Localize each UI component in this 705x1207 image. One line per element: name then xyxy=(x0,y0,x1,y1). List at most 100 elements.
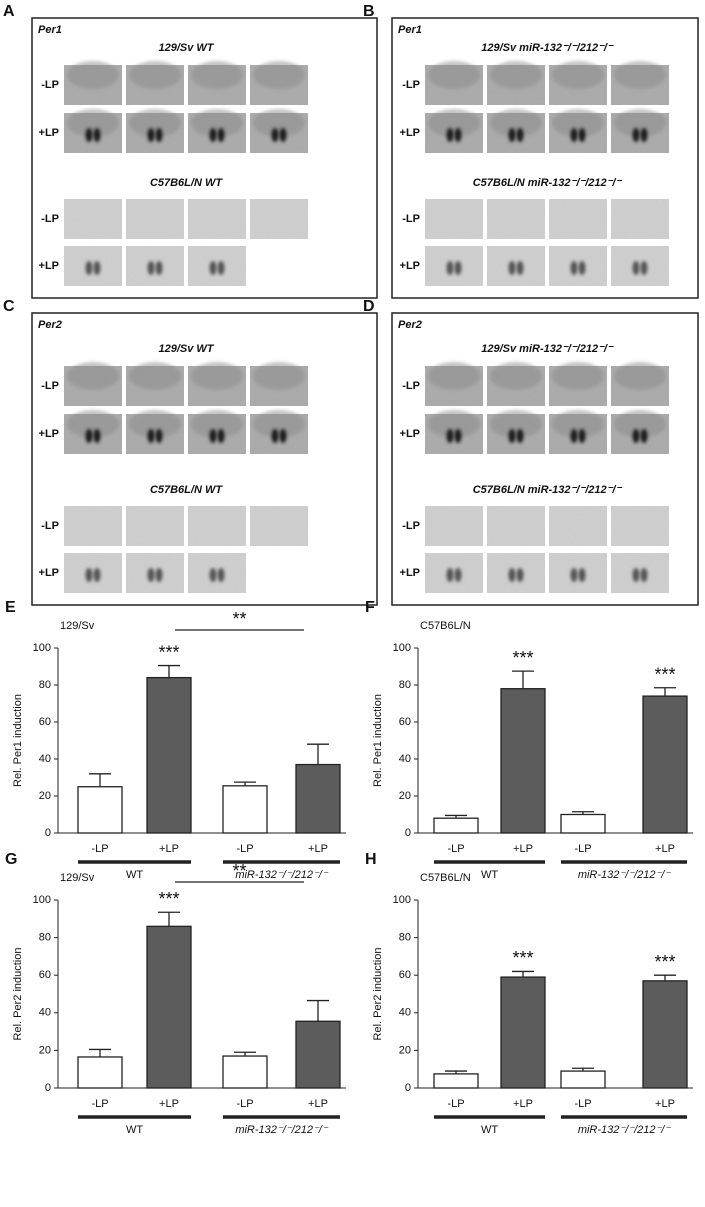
blot-shadow xyxy=(191,410,243,438)
blot-shadow xyxy=(614,109,666,137)
blot-noise xyxy=(126,246,184,286)
bar xyxy=(77,1056,123,1089)
x-tick-label: -LP xyxy=(447,843,464,855)
significance: *** xyxy=(512,648,533,668)
y-axis-label: Rel. Per1 induction xyxy=(12,694,24,787)
blot-signal xyxy=(147,568,155,582)
blot-signal xyxy=(640,261,648,275)
section-title: C57B6L/N miR-132⁻/⁻/212⁻/⁻ xyxy=(473,177,623,189)
x-tick-label: -LP xyxy=(574,843,591,855)
y-axis-label: Rel. Per2 induction xyxy=(12,948,24,1041)
blot-noise xyxy=(549,246,607,286)
blot-signal xyxy=(632,568,640,582)
bar xyxy=(222,1055,268,1089)
blot-shadow xyxy=(253,362,305,390)
x-tick-label: +LP xyxy=(308,843,328,855)
blot-signal xyxy=(217,429,225,443)
blot-signal xyxy=(93,261,101,275)
x-tick-label: +LP xyxy=(159,843,179,855)
y-tick-label: 80 xyxy=(399,932,411,944)
blot-signal xyxy=(155,128,163,142)
blot-signal xyxy=(271,429,279,443)
blot-shadow xyxy=(614,362,666,390)
blot-shadow xyxy=(253,61,305,89)
y-tick-label: 20 xyxy=(399,790,411,802)
blot-shadow xyxy=(490,410,542,438)
bar xyxy=(642,980,688,1089)
row-label: -LP xyxy=(41,520,59,532)
significance: *** xyxy=(512,948,533,968)
x-tick-label: -LP xyxy=(236,1098,253,1110)
gene-label: Per2 xyxy=(38,319,62,331)
blot-signal xyxy=(209,568,217,582)
blot-noise xyxy=(188,553,246,593)
bar xyxy=(433,1073,479,1089)
section-title: C57B6L/N WT xyxy=(150,177,223,189)
panel-frame xyxy=(391,17,699,299)
blot-shadow xyxy=(191,109,243,137)
blot-signal xyxy=(85,568,93,582)
row-label: +LP xyxy=(400,127,420,139)
group-label: WT xyxy=(481,1124,498,1136)
blot-shadow xyxy=(490,109,542,137)
significance: *** xyxy=(654,952,675,972)
blot-signal xyxy=(155,568,163,582)
x-tick-label: -LP xyxy=(447,1098,464,1110)
panel-letter: H xyxy=(365,851,377,868)
blot-shadow xyxy=(67,109,119,137)
group-label: WT xyxy=(481,869,498,881)
blot-noise xyxy=(250,506,308,546)
panel-frame xyxy=(31,17,378,299)
x-tick-label: -LP xyxy=(236,843,253,855)
blot-signal xyxy=(570,261,578,275)
blot-noise xyxy=(549,553,607,593)
x-tick-label: +LP xyxy=(513,1098,533,1110)
y-tick-label: 60 xyxy=(39,969,51,981)
blot-signal xyxy=(147,261,155,275)
blot-signal xyxy=(446,568,454,582)
blot-shadow xyxy=(490,61,542,89)
blot-noise xyxy=(487,199,545,239)
y-axis-label: Rel. Per1 induction xyxy=(372,694,384,787)
blot-noise xyxy=(611,199,669,239)
blot-shadow xyxy=(67,61,119,89)
x-tick-label: +LP xyxy=(513,843,533,855)
blot-shadow xyxy=(552,410,604,438)
blot-noise xyxy=(487,553,545,593)
significance: *** xyxy=(654,665,675,685)
row-label: +LP xyxy=(39,428,59,440)
y-tick-label: 60 xyxy=(39,716,51,728)
panel-letter: B xyxy=(363,3,375,20)
y-tick-label: 20 xyxy=(39,1044,51,1056)
blot-signal xyxy=(508,429,516,443)
blot-signal xyxy=(209,429,217,443)
row-label: +LP xyxy=(400,428,420,440)
x-tick-label: -LP xyxy=(574,1098,591,1110)
significance: ** xyxy=(232,609,246,629)
blot-noise xyxy=(64,246,122,286)
group-label: miR-132⁻/⁻/212⁻/⁻ xyxy=(578,1124,672,1136)
bar xyxy=(77,786,123,834)
group-label: miR-132⁻/⁻/212⁻/⁻ xyxy=(235,869,329,881)
blot-signal xyxy=(85,128,93,142)
x-tick-label: +LP xyxy=(308,1098,328,1110)
blot-noise xyxy=(425,553,483,593)
blot-signal xyxy=(570,429,578,443)
y-tick-label: 100 xyxy=(33,894,51,906)
y-tick-label: 20 xyxy=(399,1044,411,1056)
group-label: WT xyxy=(126,869,143,881)
significance: *** xyxy=(158,889,179,909)
section-title: 129/Sv WT xyxy=(158,343,214,355)
row-label: -LP xyxy=(41,79,59,91)
blot-signal xyxy=(454,568,462,582)
significance: *** xyxy=(158,642,179,662)
blot-noise xyxy=(126,199,184,239)
chart-subtitle: 129/Sv xyxy=(60,872,95,884)
chart-subtitle: 129/Sv xyxy=(60,620,95,632)
blot-noise xyxy=(188,199,246,239)
blot-shadow xyxy=(191,61,243,89)
blot-shadow xyxy=(614,61,666,89)
blot-noise xyxy=(425,199,483,239)
blot-signal xyxy=(147,429,155,443)
blot-signal xyxy=(454,429,462,443)
